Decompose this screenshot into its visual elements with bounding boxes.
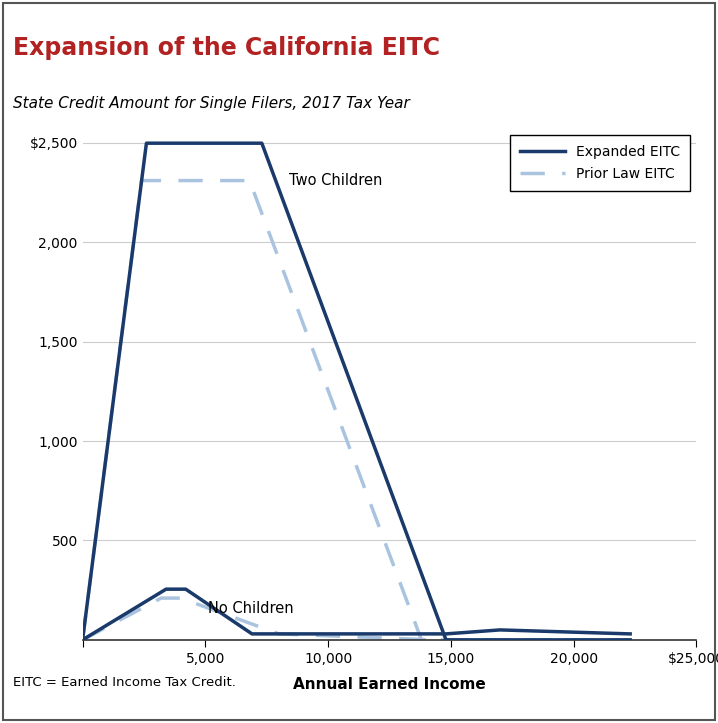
Text: EITC = Earned Income Tax Credit.: EITC = Earned Income Tax Credit.: [13, 676, 236, 689]
Text: Two Children: Two Children: [289, 173, 382, 187]
X-axis label: Annual Earned Income: Annual Earned Income: [293, 677, 486, 692]
Text: State Credit Amount for Single Filers, 2017 Tax Year: State Credit Amount for Single Filers, 2…: [13, 96, 410, 111]
Text: No Children: No Children: [208, 601, 294, 616]
Legend: Expanded EITC, Prior Law EITC: Expanded EITC, Prior Law EITC: [510, 135, 689, 191]
Text: Expansion of the California EITC: Expansion of the California EITC: [13, 35, 440, 59]
